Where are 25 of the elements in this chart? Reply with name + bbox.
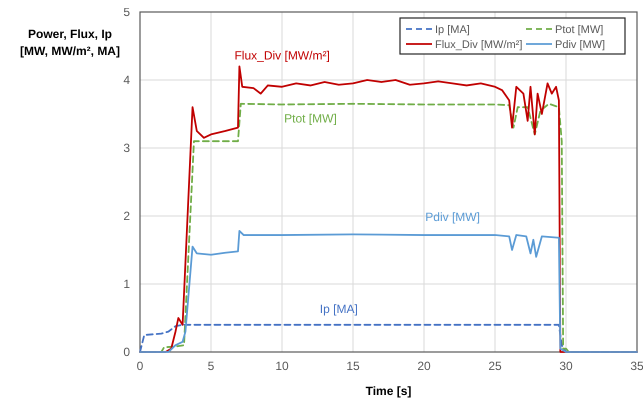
text: Flux_Div [MW/m²] (234, 48, 330, 63)
x-tick-label: 20 (417, 359, 431, 373)
legend-label: Flux_Div [MW/m²] (435, 39, 522, 51)
x-axis-title: Time [s] (366, 384, 412, 398)
x-tick-label: 0 (136, 359, 144, 373)
legend-label: Ptot [MW] (555, 24, 604, 36)
y-tick-label: 2 (123, 209, 130, 223)
y-tick-label: 5 (123, 5, 130, 19)
text: Ptot [MW] (284, 112, 337, 126)
y-tick-label: 0 (123, 345, 130, 359)
x-tick-label: 35 (630, 359, 643, 373)
x-tick-label: 10 (275, 359, 289, 373)
x-tick-label: 15 (346, 359, 360, 373)
text: Ip [MA] (320, 302, 358, 316)
line-series (139, 230, 638, 353)
y-tick-label: 4 (123, 73, 130, 87)
x-tick-label: 25 (488, 359, 502, 373)
legend-label: Pdiv [MW] (555, 39, 606, 51)
y-tick-label: 3 (123, 141, 130, 155)
legend-label: Ip [MA] (435, 24, 470, 36)
text: Pdiv [MW] (425, 210, 480, 224)
x-tick-label: 30 (559, 359, 573, 373)
x-tick-label: 5 (208, 359, 215, 373)
y-axis-title: Power, Flux, Ip [MW, MW/m², MA] (20, 27, 120, 58)
y-tick-label: 1 (123, 277, 130, 291)
